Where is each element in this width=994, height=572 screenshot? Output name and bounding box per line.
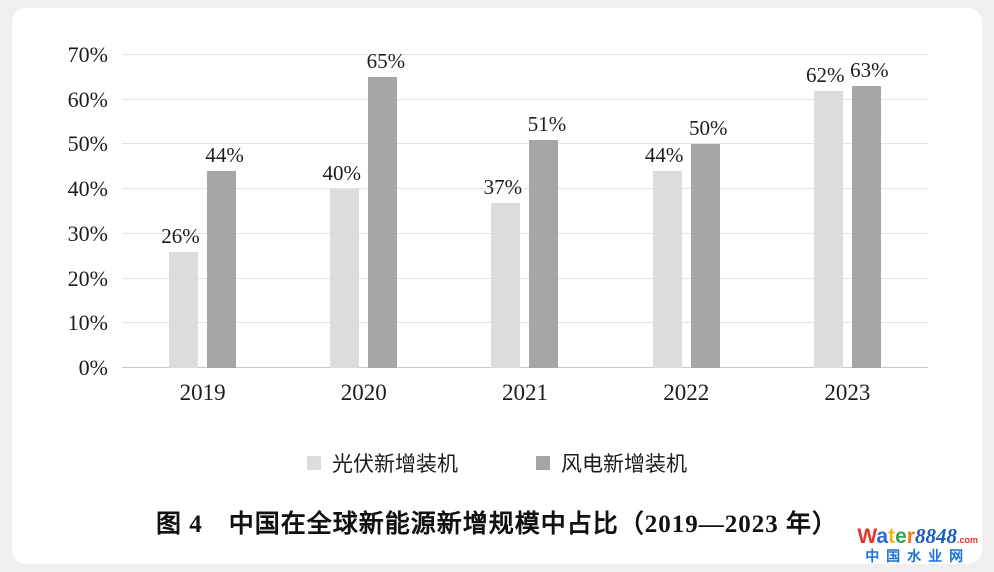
solar-bar: 62%	[806, 63, 845, 368]
wind-bar: 44%	[205, 143, 244, 368]
bar-value-label: 40%	[322, 161, 361, 186]
bar-group: 40% 65%	[322, 49, 405, 368]
gridline	[122, 54, 928, 55]
y-tick-label: 30%	[67, 220, 108, 246]
bar-group: 62% 63%	[806, 55, 889, 368]
watermark-subtitle: 中国水业网	[865, 547, 971, 564]
legend-swatch	[307, 456, 321, 470]
x-tick-label: 2023	[824, 380, 871, 405]
bar-value-label: 65%	[366, 49, 406, 74]
chart-card: 0% 10% 20% 30% 40% 50% 60% 70% 26% 44% 40% 65% 37% 5…	[12, 8, 982, 564]
gridline	[122, 188, 928, 190]
wind-bar: 65%	[367, 49, 405, 368]
legend-swatch	[536, 456, 550, 470]
bar-group: 44% 50%	[645, 55, 727, 368]
bar-group: 37% 51%	[484, 55, 566, 368]
watermark-tld: .com	[956, 534, 978, 545]
wind-bar: 63%	[850, 58, 889, 368]
y-tick-label: 20%	[67, 265, 108, 291]
legend-item: 光伏新增装机	[307, 448, 458, 478]
bar-value-label: 51%	[527, 111, 567, 136]
wind-bar: 50%	[689, 116, 727, 368]
x-tick-label: 2020	[340, 380, 387, 405]
bar-value-label: 63%	[850, 58, 889, 83]
legend-label: 光伏新增装机	[332, 452, 458, 476]
legend-label: 风电新增装机	[561, 452, 687, 476]
y-tick-label: 40%	[67, 176, 108, 202]
x-tick-label: 2019	[179, 380, 226, 405]
watermark-letter: e	[895, 524, 907, 548]
watermark-brand: Water8848.com	[857, 523, 978, 548]
y-tick-label: 50%	[67, 131, 108, 157]
plot-area: 26% 44% 40% 65% 37% 51% 44% 50% 62% 63%	[122, 49, 928, 368]
solar-bar: 44%	[645, 143, 683, 368]
watermark-letter: a	[876, 524, 889, 548]
gridline	[122, 98, 928, 100]
watermark-logo: Water8848.com 中国水业网	[857, 523, 978, 564]
y-axis: 0% 10% 20% 30% 40% 50% 60% 70%	[12, 42, 108, 380]
legend-item: 风电新增装机	[536, 448, 687, 478]
x-tick-label: 2022	[663, 380, 710, 405]
solar-bar: 26%	[161, 224, 200, 368]
watermark-number: 8848	[914, 523, 957, 548]
wind-bar: 51%	[528, 112, 566, 368]
watermark-letter: W	[857, 524, 877, 548]
bar-value-label: 44%	[644, 143, 684, 168]
bar-value-label: 62%	[806, 62, 845, 87]
y-tick-label: 10%	[67, 310, 108, 336]
watermark-letter: r	[906, 524, 915, 548]
gridline	[122, 232, 928, 234]
watermark-letter: t	[888, 524, 896, 548]
solar-bar: 40%	[322, 161, 361, 368]
y-tick-label: 0%	[78, 355, 108, 380]
bar-group: 26% 44%	[161, 55, 244, 368]
bar-value-label: 37%	[483, 174, 523, 199]
gridline	[122, 277, 928, 279]
x-tick-label: 2021	[502, 380, 548, 405]
gridline	[122, 143, 928, 145]
watermark-brand-letters: Water	[857, 525, 915, 548]
bar-value-label: 50%	[688, 116, 728, 141]
bar-groups: 26% 44% 40% 65% 37% 51% 44% 50% 62% 63%	[122, 49, 928, 368]
y-tick-label: 60%	[67, 86, 108, 112]
bar-value-label: 44%	[205, 143, 244, 168]
solar-bar: 37%	[484, 175, 522, 368]
y-tick-label: 70%	[67, 42, 108, 67]
gridline	[122, 322, 928, 324]
legend: 光伏新增装机 风电新增装机	[12, 448, 982, 478]
figure-title: 图 4 中国在全球新能源新增规模中占比（2019—2023 年）	[155, 511, 838, 538]
bar-value-label: 26%	[161, 223, 200, 248]
x-axis: 2019 2020 2021 2022 2023	[122, 380, 928, 414]
x-axis-line	[122, 367, 928, 368]
